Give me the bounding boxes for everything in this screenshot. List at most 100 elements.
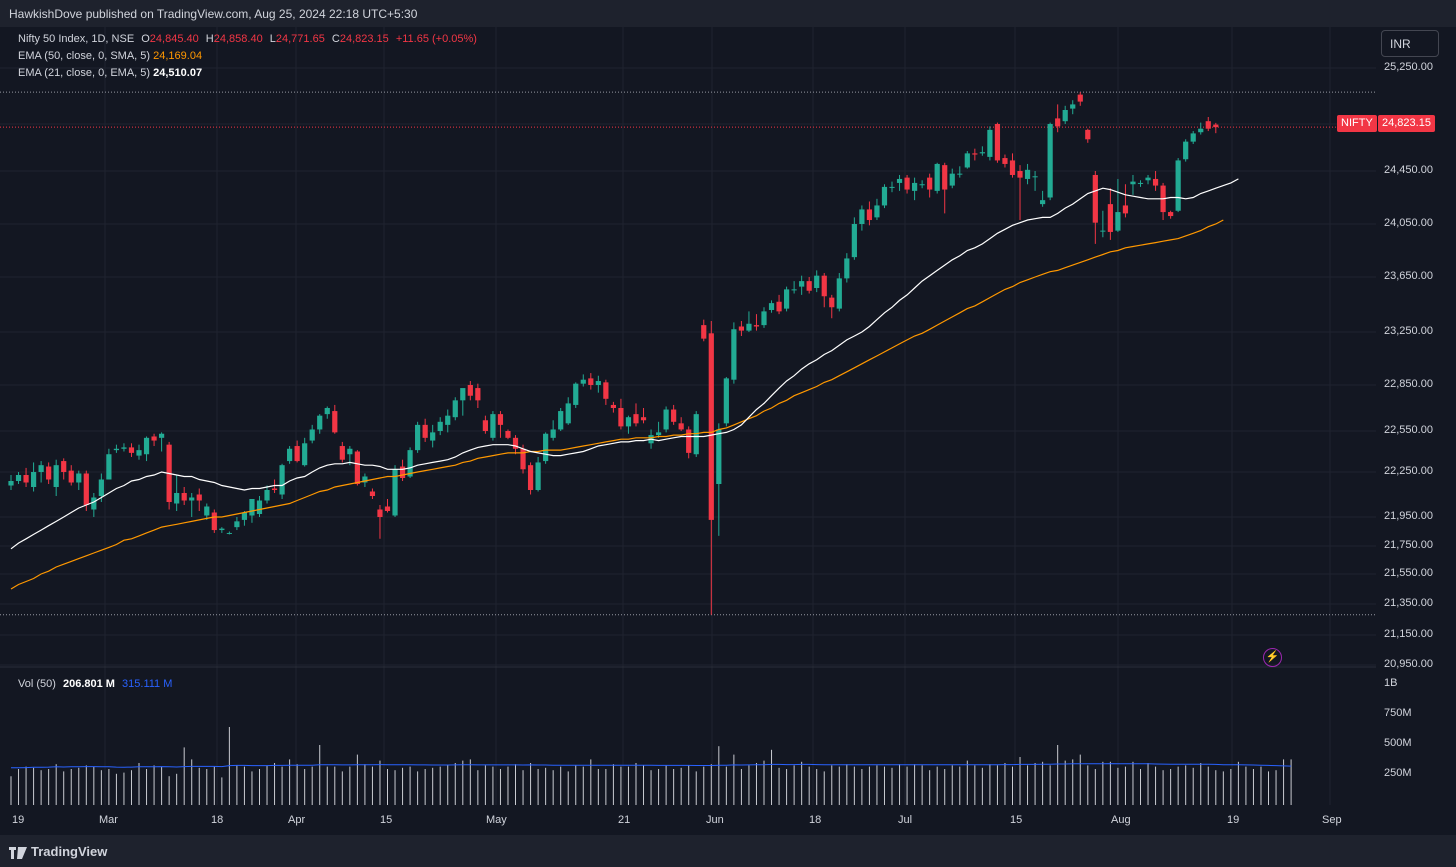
price-tick-label: 22,850.00	[1384, 378, 1433, 390]
candle-body	[1032, 176, 1038, 178]
open-value: 24,845.40	[149, 33, 199, 45]
candle	[535, 456, 541, 492]
candle-body	[1137, 182, 1144, 184]
time-tick-label: 18	[211, 814, 224, 826]
candle-body	[686, 429, 692, 453]
candle-body	[30, 472, 37, 487]
candle	[716, 423, 722, 536]
candle	[889, 181, 895, 193]
candle-body	[731, 329, 737, 380]
lightning-bolt-icon[interactable]: ⚡	[1263, 648, 1282, 667]
publish-info: HawkishDove published on TradingView.com…	[9, 7, 418, 21]
candle-body	[1213, 124, 1219, 128]
candle-body	[1085, 129, 1091, 140]
candle-body	[422, 424, 428, 438]
candle	[151, 433, 157, 447]
volume-tick-label: 750M	[1384, 707, 1412, 719]
time-tick-label: 18	[809, 814, 822, 826]
candle	[618, 398, 624, 430]
candle	[686, 426, 692, 459]
candle	[723, 377, 729, 427]
candle-body	[844, 258, 850, 279]
candle	[844, 253, 850, 283]
chart-area[interactable]: Nifty 50 Index, 1D, NSE O24,845.40 H24,8…	[0, 27, 1456, 835]
candle	[731, 322, 737, 384]
candle	[384, 499, 391, 513]
ema50-legend[interactable]: EMA (50, close, 0, SMA, 5) 24,169.04	[18, 50, 202, 62]
candle	[445, 409, 451, 433]
candle	[1175, 158, 1181, 213]
candle	[467, 381, 473, 401]
candle-body	[189, 497, 195, 501]
candle-body	[1168, 212, 1174, 217]
symbol-legend[interactable]: Nifty 50 Index, 1D, NSE O24,845.40 H24,8…	[18, 33, 477, 45]
candle	[354, 450, 360, 486]
candle-body	[1205, 121, 1211, 129]
time-tick-label: May	[486, 814, 507, 826]
candle-body	[384, 506, 391, 511]
volume-legend[interactable]: Vol (50) 206.801 M 315.111 M	[18, 678, 172, 690]
candle	[121, 443, 127, 452]
candle-body	[91, 497, 97, 510]
candle	[15, 472, 22, 484]
candle	[874, 198, 880, 221]
candle-body	[497, 414, 504, 425]
candle	[1077, 92, 1083, 106]
candle-body	[8, 481, 14, 486]
candle	[317, 414, 323, 434]
candle	[475, 383, 481, 408]
candle	[287, 446, 293, 464]
open-label: O	[141, 33, 150, 45]
chart-canvas[interactable]	[0, 27, 1456, 835]
candle	[1055, 104, 1061, 133]
candle	[1152, 171, 1159, 191]
candle	[821, 273, 827, 308]
candle	[814, 270, 820, 293]
candle-body	[279, 465, 285, 495]
candle-body	[211, 512, 217, 531]
candle-body	[1100, 230, 1106, 232]
candle-body	[1017, 171, 1023, 178]
ema21-legend[interactable]: EMA (21, close, 0, EMA, 5) 24,510.07	[18, 67, 202, 79]
volume-ma-value: 315.111 M	[122, 678, 173, 690]
candle	[1145, 174, 1151, 185]
candle	[53, 459, 59, 496]
candle-body	[430, 432, 436, 441]
currency-button[interactable]: INR	[1381, 30, 1439, 57]
candle-body	[38, 465, 44, 472]
candle	[106, 448, 112, 480]
candle	[302, 437, 308, 467]
candle	[1160, 182, 1166, 221]
time-tick-label: 19	[12, 814, 25, 826]
candle-body	[896, 178, 903, 183]
price-tick-label: 21,350.00	[1384, 597, 1433, 609]
candle-body	[738, 326, 745, 331]
candle-body	[196, 494, 202, 501]
candle	[1107, 188, 1113, 240]
candlestick-series	[8, 92, 1219, 615]
candle	[1183, 139, 1189, 162]
candle-body	[527, 465, 534, 490]
candle-body	[625, 417, 632, 427]
candle	[663, 406, 669, 433]
candle-body	[851, 224, 857, 258]
candle	[128, 443, 135, 457]
candle-body	[1183, 141, 1189, 160]
candle-body	[309, 429, 315, 441]
price-tick-label: 24,050.00	[1384, 217, 1433, 229]
candle-body	[806, 281, 812, 291]
footer-brand: TradingView	[31, 844, 108, 859]
candle	[558, 408, 564, 431]
candle-body	[1122, 205, 1129, 214]
candle	[1092, 171, 1098, 244]
candle-body	[1152, 178, 1159, 186]
candle	[430, 424, 436, 448]
candle-body	[23, 475, 29, 483]
candle	[919, 180, 925, 189]
candle-body	[302, 443, 308, 466]
candle	[377, 505, 383, 539]
candle-body	[919, 184, 925, 186]
candle-body	[128, 447, 135, 453]
candle	[979, 146, 985, 156]
tradingview-logo[interactable]: TradingView	[9, 844, 107, 859]
